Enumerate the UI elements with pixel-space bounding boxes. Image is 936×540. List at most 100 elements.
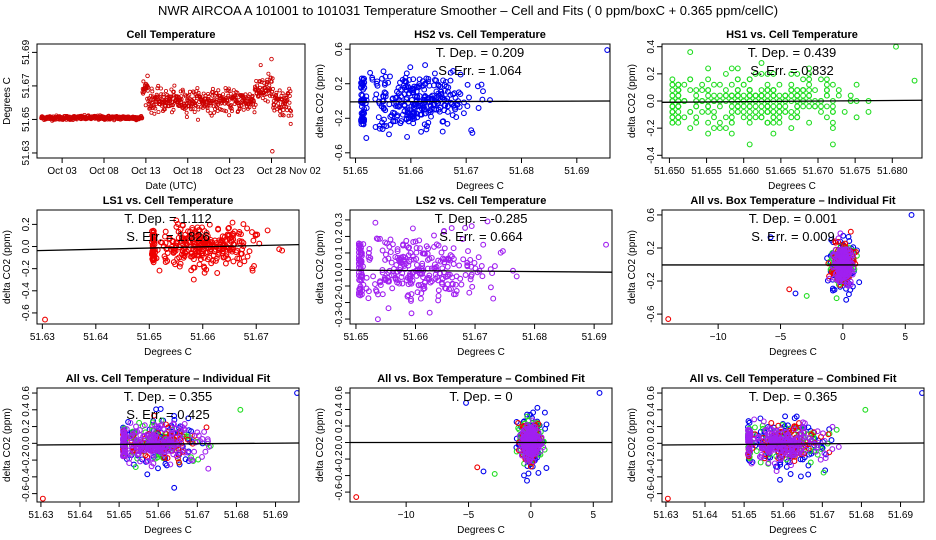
plot-frame: [661, 387, 925, 503]
data-point: [209, 101, 214, 106]
data-point: [524, 477, 530, 484]
data-point: [426, 309, 433, 316]
data-point: [450, 91, 457, 98]
data-point: [385, 255, 392, 262]
y-tick-label: -0.4: [334, 467, 345, 485]
data-point: [265, 80, 270, 85]
plot-area: [350, 218, 612, 323]
y-axis-label: delta CO2 (ppm): [627, 64, 638, 138]
data-point: [420, 250, 427, 257]
data-point: [478, 263, 485, 269]
data-point: [379, 98, 386, 104]
data-point: [764, 92, 771, 99]
data-point: [421, 282, 427, 289]
data-point: [748, 460, 755, 467]
data-point: [260, 78, 265, 83]
data-point: [776, 81, 783, 88]
data-point: [823, 103, 830, 110]
data-point: [253, 102, 258, 107]
data-point: [740, 92, 747, 99]
data-point: [407, 64, 414, 71]
x-tick-label: 0: [840, 332, 846, 343]
data-point: [208, 260, 215, 267]
data-point: [862, 406, 869, 413]
data-point: [828, 437, 835, 444]
data-point: [499, 248, 506, 255]
data-point: [456, 262, 463, 269]
data-point: [722, 92, 729, 99]
y-tick-label: 0.4: [646, 39, 657, 53]
data-point: [853, 81, 860, 88]
fit-annotation: T. Dep. = 0: [449, 389, 512, 404]
plot-area: [350, 390, 612, 500]
data-point: [206, 221, 213, 228]
fit-line: [37, 243, 299, 252]
data-point: [205, 239, 212, 246]
y-axis-label: delta CO2 (ppm): [627, 408, 638, 482]
data-point: [178, 238, 185, 245]
data-point: [705, 98, 712, 104]
data-point: [407, 249, 414, 256]
data-point: [147, 100, 152, 105]
data-point: [530, 446, 537, 453]
x-axis-label: Degrees C: [769, 347, 817, 358]
data-point: [145, 73, 150, 79]
data-point: [722, 98, 729, 104]
data-point: [823, 76, 830, 83]
data-point: [788, 114, 795, 121]
data-point: [413, 261, 420, 268]
data-point: [150, 460, 157, 467]
data-point: [794, 70, 801, 77]
data-point: [752, 70, 759, 77]
data-point: [356, 285, 363, 292]
data-point: [232, 93, 237, 98]
data-point: [453, 114, 460, 121]
data-point: [360, 77, 367, 83]
x-tick-label: 51.65: [732, 510, 757, 521]
data-point: [765, 460, 772, 466]
data-point: [206, 94, 211, 99]
x-tick-label: 51.650: [654, 166, 685, 177]
data-point: [225, 225, 232, 232]
data-point: [438, 249, 445, 256]
data-point: [366, 245, 373, 252]
data-point: [168, 431, 175, 438]
data-point: [841, 108, 848, 115]
data-point: [764, 436, 771, 443]
data-point: [127, 419, 134, 426]
data-point: [258, 63, 263, 68]
data-point: [164, 258, 171, 264]
chart-panel-3: HS1 vs. Cell Temperature Degrees C delta C…: [627, 29, 923, 192]
data-point: [758, 60, 765, 66]
data-point: [782, 413, 789, 420]
data-point: [410, 76, 417, 83]
data-point: [687, 87, 694, 94]
data-point: [360, 281, 367, 288]
data-point: [693, 114, 700, 121]
data-point: [137, 458, 144, 465]
data-point: [408, 310, 415, 317]
chart-panel-8: All vs. Box Temperature – Combined Fit De…: [315, 373, 613, 536]
y-tick-label: -0.6: [646, 305, 657, 323]
data-point: [192, 439, 199, 446]
data-point: [425, 76, 432, 82]
data-point: [853, 114, 860, 121]
data-point: [745, 435, 751, 442]
data-point: [199, 453, 205, 460]
data-point: [788, 462, 794, 469]
data-point: [794, 87, 801, 94]
data-point: [190, 256, 197, 263]
y-tick-label: -0.2: [334, 109, 345, 127]
data-point: [484, 218, 491, 225]
data-point: [441, 256, 448, 263]
data-point: [394, 88, 400, 95]
data-point: [852, 249, 859, 255]
data-point: [746, 76, 753, 83]
data-point: [752, 92, 759, 99]
data-point: [201, 428, 208, 435]
data-point: [474, 83, 481, 90]
data-point: [788, 87, 795, 94]
data-point: [224, 256, 231, 263]
y-tick-label: 0.0: [334, 262, 345, 276]
x-tick-label: 51.665: [766, 166, 797, 177]
